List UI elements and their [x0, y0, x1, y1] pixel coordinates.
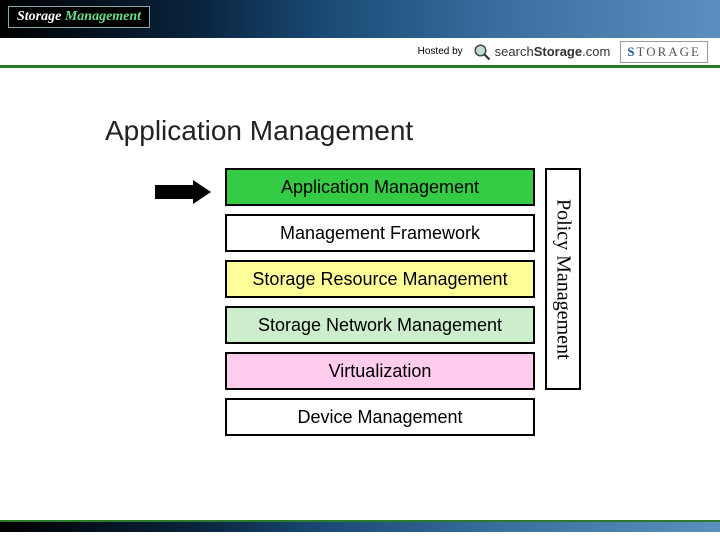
layer-label: Management Framework [280, 223, 480, 244]
vertical-bar-label: Policy Management [552, 199, 575, 360]
layer-label: Virtualization [329, 361, 432, 382]
magnifier-icon [473, 43, 491, 61]
arrow-head [193, 180, 211, 204]
searchstorage-logo: searchStorage.com [473, 43, 611, 61]
hosted-by-label: Hosted by [418, 46, 463, 57]
pointer-arrow [155, 180, 215, 204]
ss-suffix: .com [582, 44, 610, 59]
layer-virtualization: Virtualization [225, 352, 535, 390]
arrow-shaft [155, 185, 195, 199]
layer-stack: Application Management Management Framew… [225, 168, 535, 444]
ss-prefix: search [495, 44, 534, 59]
layer-label: Storage Resource Management [252, 269, 507, 290]
badge-suffix: Management [61, 9, 141, 24]
hosted-row: Hosted by searchStorage.com STORAGE [0, 38, 720, 68]
layer-label: Application Management [281, 177, 479, 198]
layer-management-framework: Management Framework [225, 214, 535, 252]
slide-title: Application Management [105, 115, 413, 147]
layer-storage-network-management: Storage Network Management [225, 306, 535, 344]
storage-logo-rest: TORAGE [637, 44, 701, 59]
header-badge: Storage Management [8, 6, 150, 28]
layer-label: Device Management [297, 407, 462, 428]
layer-label: Storage Network Management [258, 315, 502, 336]
storage-logo-s: S [627, 44, 636, 59]
layer-device-management: Device Management [225, 398, 535, 436]
header: Storage Management [0, 0, 720, 38]
footer [0, 520, 720, 540]
footer-bar [0, 520, 720, 532]
layer-application-management: Application Management [225, 168, 535, 206]
searchstorage-text: searchStorage.com [495, 44, 611, 59]
badge-prefix: Storage [17, 9, 61, 24]
storage-logo: STORAGE [620, 41, 708, 63]
ss-bold: Storage [534, 44, 582, 59]
layer-storage-resource-management: Storage Resource Management [225, 260, 535, 298]
vertical-bar-policy: Policy Management [545, 168, 581, 390]
